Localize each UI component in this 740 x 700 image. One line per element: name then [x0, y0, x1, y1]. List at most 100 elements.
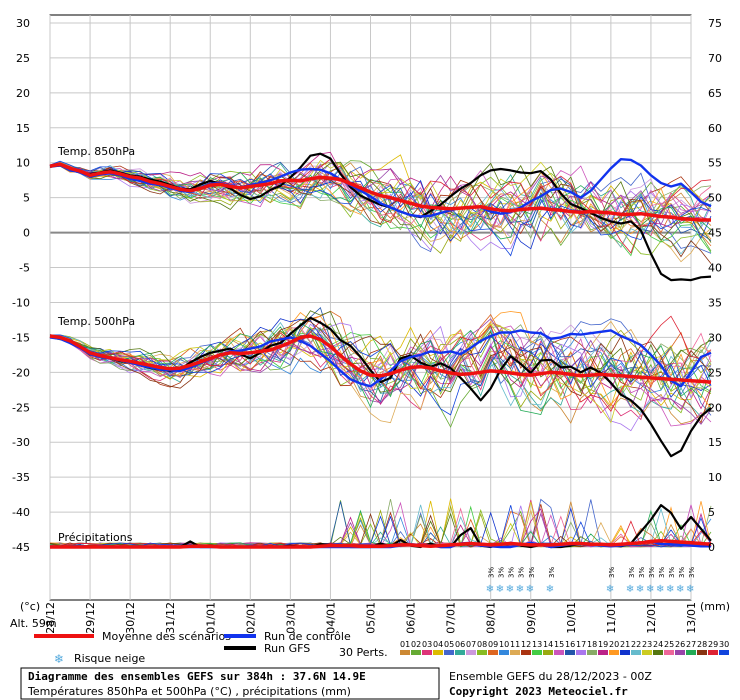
unit-right: (mm): [700, 600, 730, 613]
pert-swatch: [697, 650, 707, 655]
pert-swatch: [477, 650, 487, 655]
y-right-tick: 20: [708, 401, 722, 414]
pert-swatch: [631, 650, 641, 655]
x-tick: 28/12: [44, 602, 57, 634]
pert-swatch: [620, 650, 630, 655]
pert-swatch: [664, 650, 674, 655]
pert-swatch: [609, 650, 619, 655]
snow-risk-markers: 3%❄3%❄3%❄3%❄3%❄3%❄3%❄3%❄3%❄3%❄3%❄3%❄3%❄3…: [486, 567, 696, 595]
member-line: [49, 162, 712, 233]
pert-swatch: [532, 650, 542, 655]
legend-control-label: Run de contrôle: [264, 630, 351, 643]
snowflake-icon: ❄: [516, 584, 524, 595]
y-left-tick: -40: [12, 506, 30, 519]
pert-swatch: [510, 650, 520, 655]
x-tick: 01/01: [204, 602, 217, 634]
pert-number: 10: [499, 640, 509, 649]
y-right-tick: 35: [708, 296, 722, 309]
x-tick: 11/01: [605, 602, 618, 634]
snowflake-icon: ❄: [626, 584, 634, 595]
pert-swatch: [488, 650, 498, 655]
y-right-tick: 40: [708, 262, 722, 275]
snowflake-icon: ❄: [546, 584, 554, 595]
pert-number: 28: [697, 640, 707, 649]
y-right-tick: 60: [708, 122, 722, 135]
pert-swatch: [499, 650, 509, 655]
t500-mean-line: [49, 334, 712, 384]
pert-swatch: [675, 650, 685, 655]
pert-swatch: [708, 650, 718, 655]
y-left-tick: 30: [16, 17, 30, 30]
snow-risk-percent: 3%: [638, 567, 646, 578]
x-tick: 12/01: [645, 602, 658, 634]
y-right-tick: 10: [708, 471, 722, 484]
pert-number: 13: [532, 640, 542, 649]
grid: [49, 15, 692, 600]
snow-risk-percent: 3%: [668, 567, 676, 578]
snow-risk-percent: 3%: [518, 567, 526, 578]
pert-swatch: [422, 650, 432, 655]
snowflake-icon: ❄: [646, 584, 654, 595]
y-left-tick: -30: [12, 436, 30, 449]
run-info: Ensemble GEFS du 28/12/2023 - 00Z: [449, 670, 652, 683]
pert-number: 25: [664, 640, 674, 649]
snowflake-icon: ❄: [486, 584, 494, 595]
precip-mean-line: [50, 538, 712, 549]
pert-swatch: [598, 650, 608, 655]
pert-number: 16: [565, 640, 575, 649]
x-tick: 06/01: [405, 602, 418, 634]
legend-perts-label: 30 Perts.: [339, 646, 388, 659]
t500-control-line: [49, 329, 712, 388]
t500-label: Temp. 500hPa: [57, 315, 135, 328]
member-line: [49, 158, 712, 254]
member-line: [49, 163, 712, 264]
pert-number: 23: [642, 640, 652, 649]
y-right-tick: 30: [708, 331, 722, 344]
t850-gfs-line: [49, 152, 712, 282]
x-axis-ticks: 28/12 29/12 30/12 31/12 01/01 02/01 03/01 04/01…: [44, 602, 698, 634]
x-tick: 09/01: [525, 602, 538, 634]
snow-risk-percent: 3%: [608, 567, 616, 578]
snow-risk-percent: 3%: [628, 567, 636, 578]
footer-subtitle: Températures 850hPa et 500hPa (°C) , pré…: [27, 685, 351, 698]
y-left-tick: 15: [16, 122, 30, 135]
pert-number: 22: [631, 640, 641, 649]
y-right-tick: 15: [708, 436, 722, 449]
pert-number: 20: [609, 640, 619, 649]
y-left-tick: 5: [23, 192, 30, 205]
pert-number: 11: [510, 640, 520, 649]
y-right-tick: 50: [708, 192, 722, 205]
x-tick: 03/01: [284, 602, 297, 634]
pert-number: 06: [455, 640, 465, 649]
y-left-tick: 25: [16, 52, 30, 65]
t850-label: Temp. 850hPa: [57, 145, 135, 158]
y-left-tick: 0: [23, 227, 30, 240]
snowflake-icon: ❄: [656, 584, 664, 595]
pert-number: 18: [587, 640, 597, 649]
altitude-label: Alt. 59m: [10, 617, 57, 630]
series-lines: [49, 152, 712, 549]
member-line: [49, 323, 712, 407]
pert-number: 21: [620, 640, 630, 649]
pert-number: 08: [477, 640, 487, 649]
pert-swatch: [466, 650, 476, 655]
pert-swatch: [686, 650, 696, 655]
pert-number: 26: [675, 640, 685, 649]
member-line: [49, 154, 712, 233]
precip-label: Précipitations: [58, 531, 133, 544]
member-line: [49, 324, 712, 424]
x-tick: 08/01: [485, 602, 498, 634]
pert-number: 19: [598, 640, 608, 649]
member-line: [49, 329, 712, 414]
snow-risk-percent: 3%: [528, 567, 536, 578]
member-line: [49, 151, 712, 228]
snow-risk-percent: 3%: [498, 567, 506, 578]
pert-number: 07: [466, 640, 476, 649]
pert-swatch: [444, 650, 454, 655]
x-tick: 10/01: [565, 602, 578, 634]
footer-title: Diagramme des ensembles GEFS sur 384h : …: [28, 670, 366, 683]
x-tick: 13/01: [685, 602, 698, 634]
t850-mean-line: [49, 162, 711, 222]
snowflake-icon: ❄: [666, 584, 674, 595]
y-right-tick: 70: [708, 52, 722, 65]
